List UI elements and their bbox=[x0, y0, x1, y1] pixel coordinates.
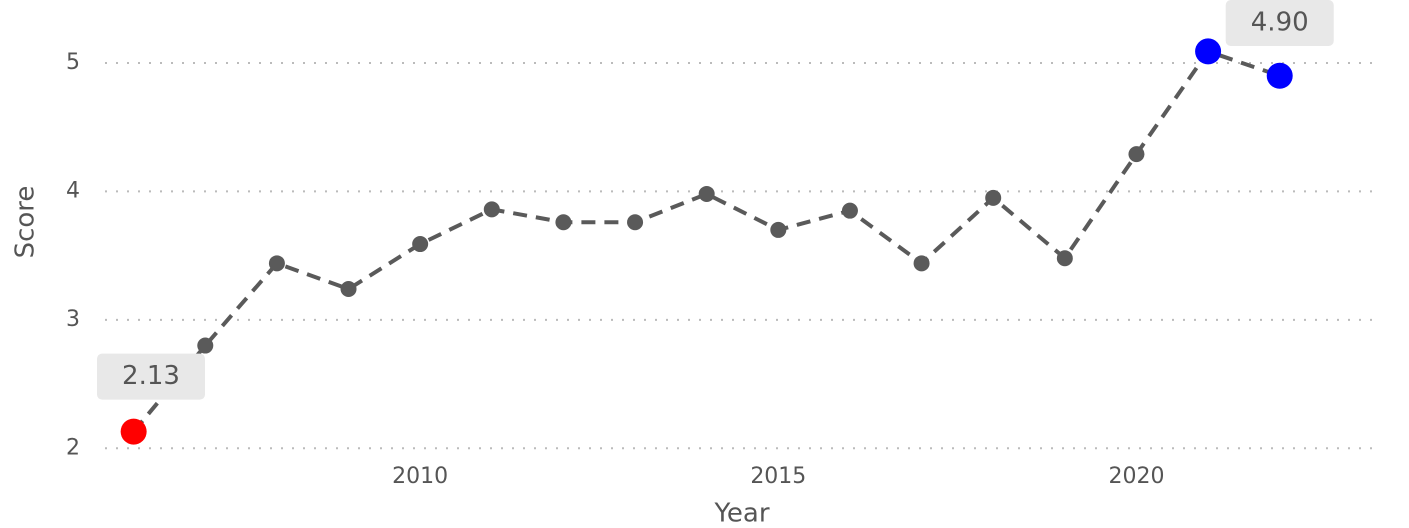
x-axis-label: Year bbox=[713, 499, 769, 528]
y-tick-label: 4 bbox=[66, 178, 80, 203]
data-point bbox=[913, 255, 930, 272]
x-tick-label: 2010 bbox=[392, 464, 448, 489]
label-box bbox=[97, 353, 205, 400]
series-line bbox=[132, 49, 1281, 433]
x-tick-label: 2020 bbox=[1108, 464, 1164, 489]
label-box bbox=[1225, 0, 1334, 46]
data-point bbox=[197, 337, 214, 354]
data-point bbox=[340, 281, 357, 298]
data-point bbox=[627, 214, 644, 231]
data-point bbox=[483, 201, 500, 218]
y-tick-label: 3 bbox=[66, 307, 80, 332]
data-point bbox=[412, 236, 429, 253]
y-tick-label: 2 bbox=[66, 435, 80, 460]
data-point bbox=[770, 221, 787, 238]
data-point bbox=[985, 189, 1002, 206]
y-tick-label: 5 bbox=[66, 50, 80, 75]
data-point bbox=[1266, 62, 1293, 89]
data-point bbox=[268, 255, 285, 272]
y-axis-label: Score bbox=[11, 186, 41, 259]
data-label: 4.90 bbox=[1251, 8, 1309, 38]
data-point bbox=[120, 418, 147, 445]
data-label: 2.13 bbox=[122, 361, 180, 391]
data-point bbox=[1056, 250, 1073, 267]
x-tick-label: 2015 bbox=[750, 464, 806, 489]
data-point bbox=[555, 214, 572, 231]
data-point bbox=[1128, 146, 1145, 163]
data-point bbox=[1195, 38, 1222, 65]
data-point bbox=[841, 202, 858, 219]
data-point bbox=[698, 185, 715, 202]
